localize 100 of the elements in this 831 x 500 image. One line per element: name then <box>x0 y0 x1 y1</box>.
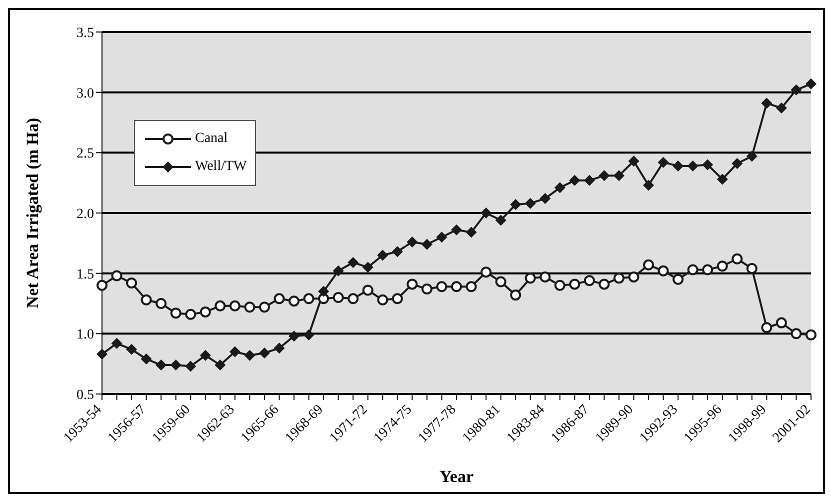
point <box>584 275 595 286</box>
point <box>244 302 256 313</box>
point <box>96 280 108 291</box>
point <box>244 350 256 361</box>
point <box>229 300 240 312</box>
point <box>362 262 374 273</box>
point <box>776 317 787 328</box>
point <box>200 306 211 318</box>
point <box>392 293 403 304</box>
point <box>126 344 138 355</box>
point <box>170 308 182 319</box>
point <box>672 160 684 172</box>
point <box>214 360 226 371</box>
point <box>126 277 138 288</box>
point <box>274 293 285 304</box>
point <box>613 272 624 284</box>
point <box>185 308 196 320</box>
point <box>229 346 240 358</box>
y-tick-label: 3.5 <box>76 26 94 41</box>
point <box>274 342 285 354</box>
point <box>96 348 108 360</box>
point <box>628 156 640 167</box>
point <box>156 298 167 309</box>
point <box>480 266 492 278</box>
point <box>185 360 196 372</box>
point <box>303 293 314 304</box>
point <box>732 158 743 170</box>
point <box>332 265 344 276</box>
point <box>466 226 477 238</box>
point <box>377 250 388 261</box>
x-axis-title: Year <box>440 467 474 486</box>
point <box>672 274 684 285</box>
point <box>806 78 816 90</box>
point <box>200 350 211 361</box>
point <box>540 271 551 282</box>
point <box>495 214 506 226</box>
point <box>406 278 418 290</box>
point <box>451 281 462 292</box>
point <box>702 264 714 276</box>
point <box>451 224 462 236</box>
point <box>716 174 728 185</box>
y-tick-label: 0.5 <box>76 388 94 403</box>
point <box>746 150 758 162</box>
point <box>495 276 506 288</box>
legend-label: Canal <box>195 131 228 147</box>
y-tick-label: 2.0 <box>76 206 94 222</box>
point <box>510 290 522 301</box>
point <box>613 170 624 182</box>
point <box>466 281 477 292</box>
point <box>806 329 816 340</box>
point <box>318 286 330 297</box>
point <box>421 284 432 295</box>
point <box>584 174 595 186</box>
point <box>421 238 432 250</box>
point <box>406 236 418 248</box>
point <box>687 160 698 172</box>
point <box>569 174 580 186</box>
point <box>377 294 388 306</box>
point <box>554 182 566 194</box>
point <box>288 330 300 342</box>
point <box>628 271 640 282</box>
point <box>716 260 728 272</box>
point <box>480 208 492 218</box>
point <box>510 199 522 210</box>
point <box>140 294 152 306</box>
y-tick-label: 1.5 <box>76 267 94 282</box>
point <box>214 300 226 312</box>
point <box>258 347 270 358</box>
point <box>761 322 772 334</box>
point <box>392 246 403 258</box>
point <box>524 198 536 209</box>
point <box>658 265 669 276</box>
point <box>598 170 610 182</box>
point <box>362 284 374 296</box>
point <box>258 302 270 313</box>
point <box>436 232 448 243</box>
point <box>111 270 122 282</box>
y-axis-title: Net Area Irrigated (m Ha) <box>23 118 42 308</box>
point <box>790 84 802 96</box>
point <box>303 329 314 340</box>
point <box>524 272 536 284</box>
point <box>348 293 359 304</box>
y-tick-label: 2.5 <box>76 146 94 162</box>
point <box>761 98 772 109</box>
point <box>140 354 152 365</box>
point <box>156 360 167 371</box>
point <box>348 256 359 268</box>
point <box>598 278 610 290</box>
y-tick-label: 1.0 <box>76 328 94 343</box>
point <box>332 292 344 303</box>
point <box>790 328 802 340</box>
point <box>540 193 551 204</box>
y-tick-label: 3.0 <box>76 86 94 102</box>
point <box>288 296 300 307</box>
point <box>554 280 566 291</box>
point <box>569 278 580 290</box>
point <box>111 338 122 349</box>
point <box>702 159 714 170</box>
point <box>687 264 698 276</box>
point <box>643 180 654 191</box>
